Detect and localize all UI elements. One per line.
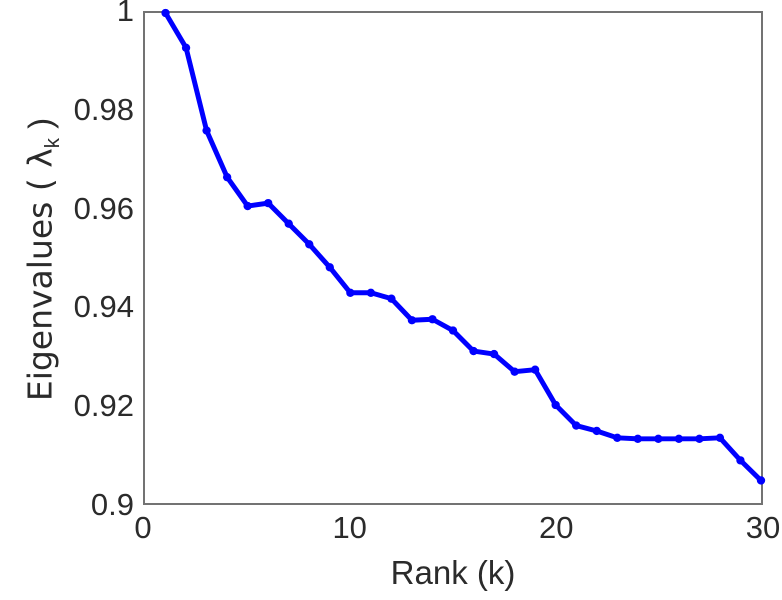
y-tick-label: 0.92	[73, 388, 134, 424]
x-tick-label: 20	[539, 510, 574, 545]
y-tick-label: 0.94	[73, 289, 134, 325]
data-point	[428, 315, 437, 324]
data-point	[695, 434, 704, 443]
data-point	[510, 367, 519, 376]
data-point	[346, 288, 355, 297]
x-axis-title: Rank (k)	[390, 554, 516, 591]
data-point	[654, 434, 663, 443]
data-point	[366, 288, 376, 297]
data-point	[530, 365, 540, 374]
data-point	[325, 263, 334, 272]
data-point	[202, 126, 211, 135]
data-point	[551, 400, 560, 410]
data-point	[633, 434, 642, 443]
data-point	[448, 326, 458, 335]
data-point	[284, 219, 293, 228]
eigenvalue-markers	[161, 8, 766, 485]
data-point	[715, 433, 725, 442]
data-point	[674, 434, 684, 443]
data-point	[264, 198, 273, 208]
data-series-svg	[161, 8, 766, 485]
x-tick-label: 0	[134, 510, 152, 545]
data-point	[756, 476, 766, 485]
data-point	[181, 43, 191, 52]
x-tick-label: 30	[745, 510, 781, 545]
data-point	[469, 346, 478, 356]
y-tick-label: 0.9	[90, 487, 134, 522]
y-tick-label: 1	[116, 0, 134, 28]
data-point	[489, 349, 499, 359]
y-tick-label: 0.98	[73, 91, 134, 127]
y-tick-label: 0.96	[73, 190, 134, 226]
data-point	[161, 8, 170, 18]
data-point	[222, 172, 232, 182]
eigenvalue-line	[163, 10, 764, 483]
plot-area	[143, 8, 766, 505]
y-axis-title: Eigenvalues ( λk )	[20, 0, 65, 520]
data-point	[387, 294, 396, 303]
data-point	[243, 201, 252, 211]
y-axis-title-tail: )	[21, 117, 59, 139]
data-point	[305, 240, 314, 249]
data-point	[613, 433, 622, 442]
data-point	[592, 426, 601, 436]
y-axis-title-main: Eigenvalues ( λ	[20, 148, 60, 402]
data-point	[572, 421, 581, 430]
data-point	[407, 316, 417, 325]
data-point	[736, 456, 745, 465]
y-axis-title-subscript: k	[41, 138, 65, 149]
x-tick-label: 10	[332, 510, 367, 545]
